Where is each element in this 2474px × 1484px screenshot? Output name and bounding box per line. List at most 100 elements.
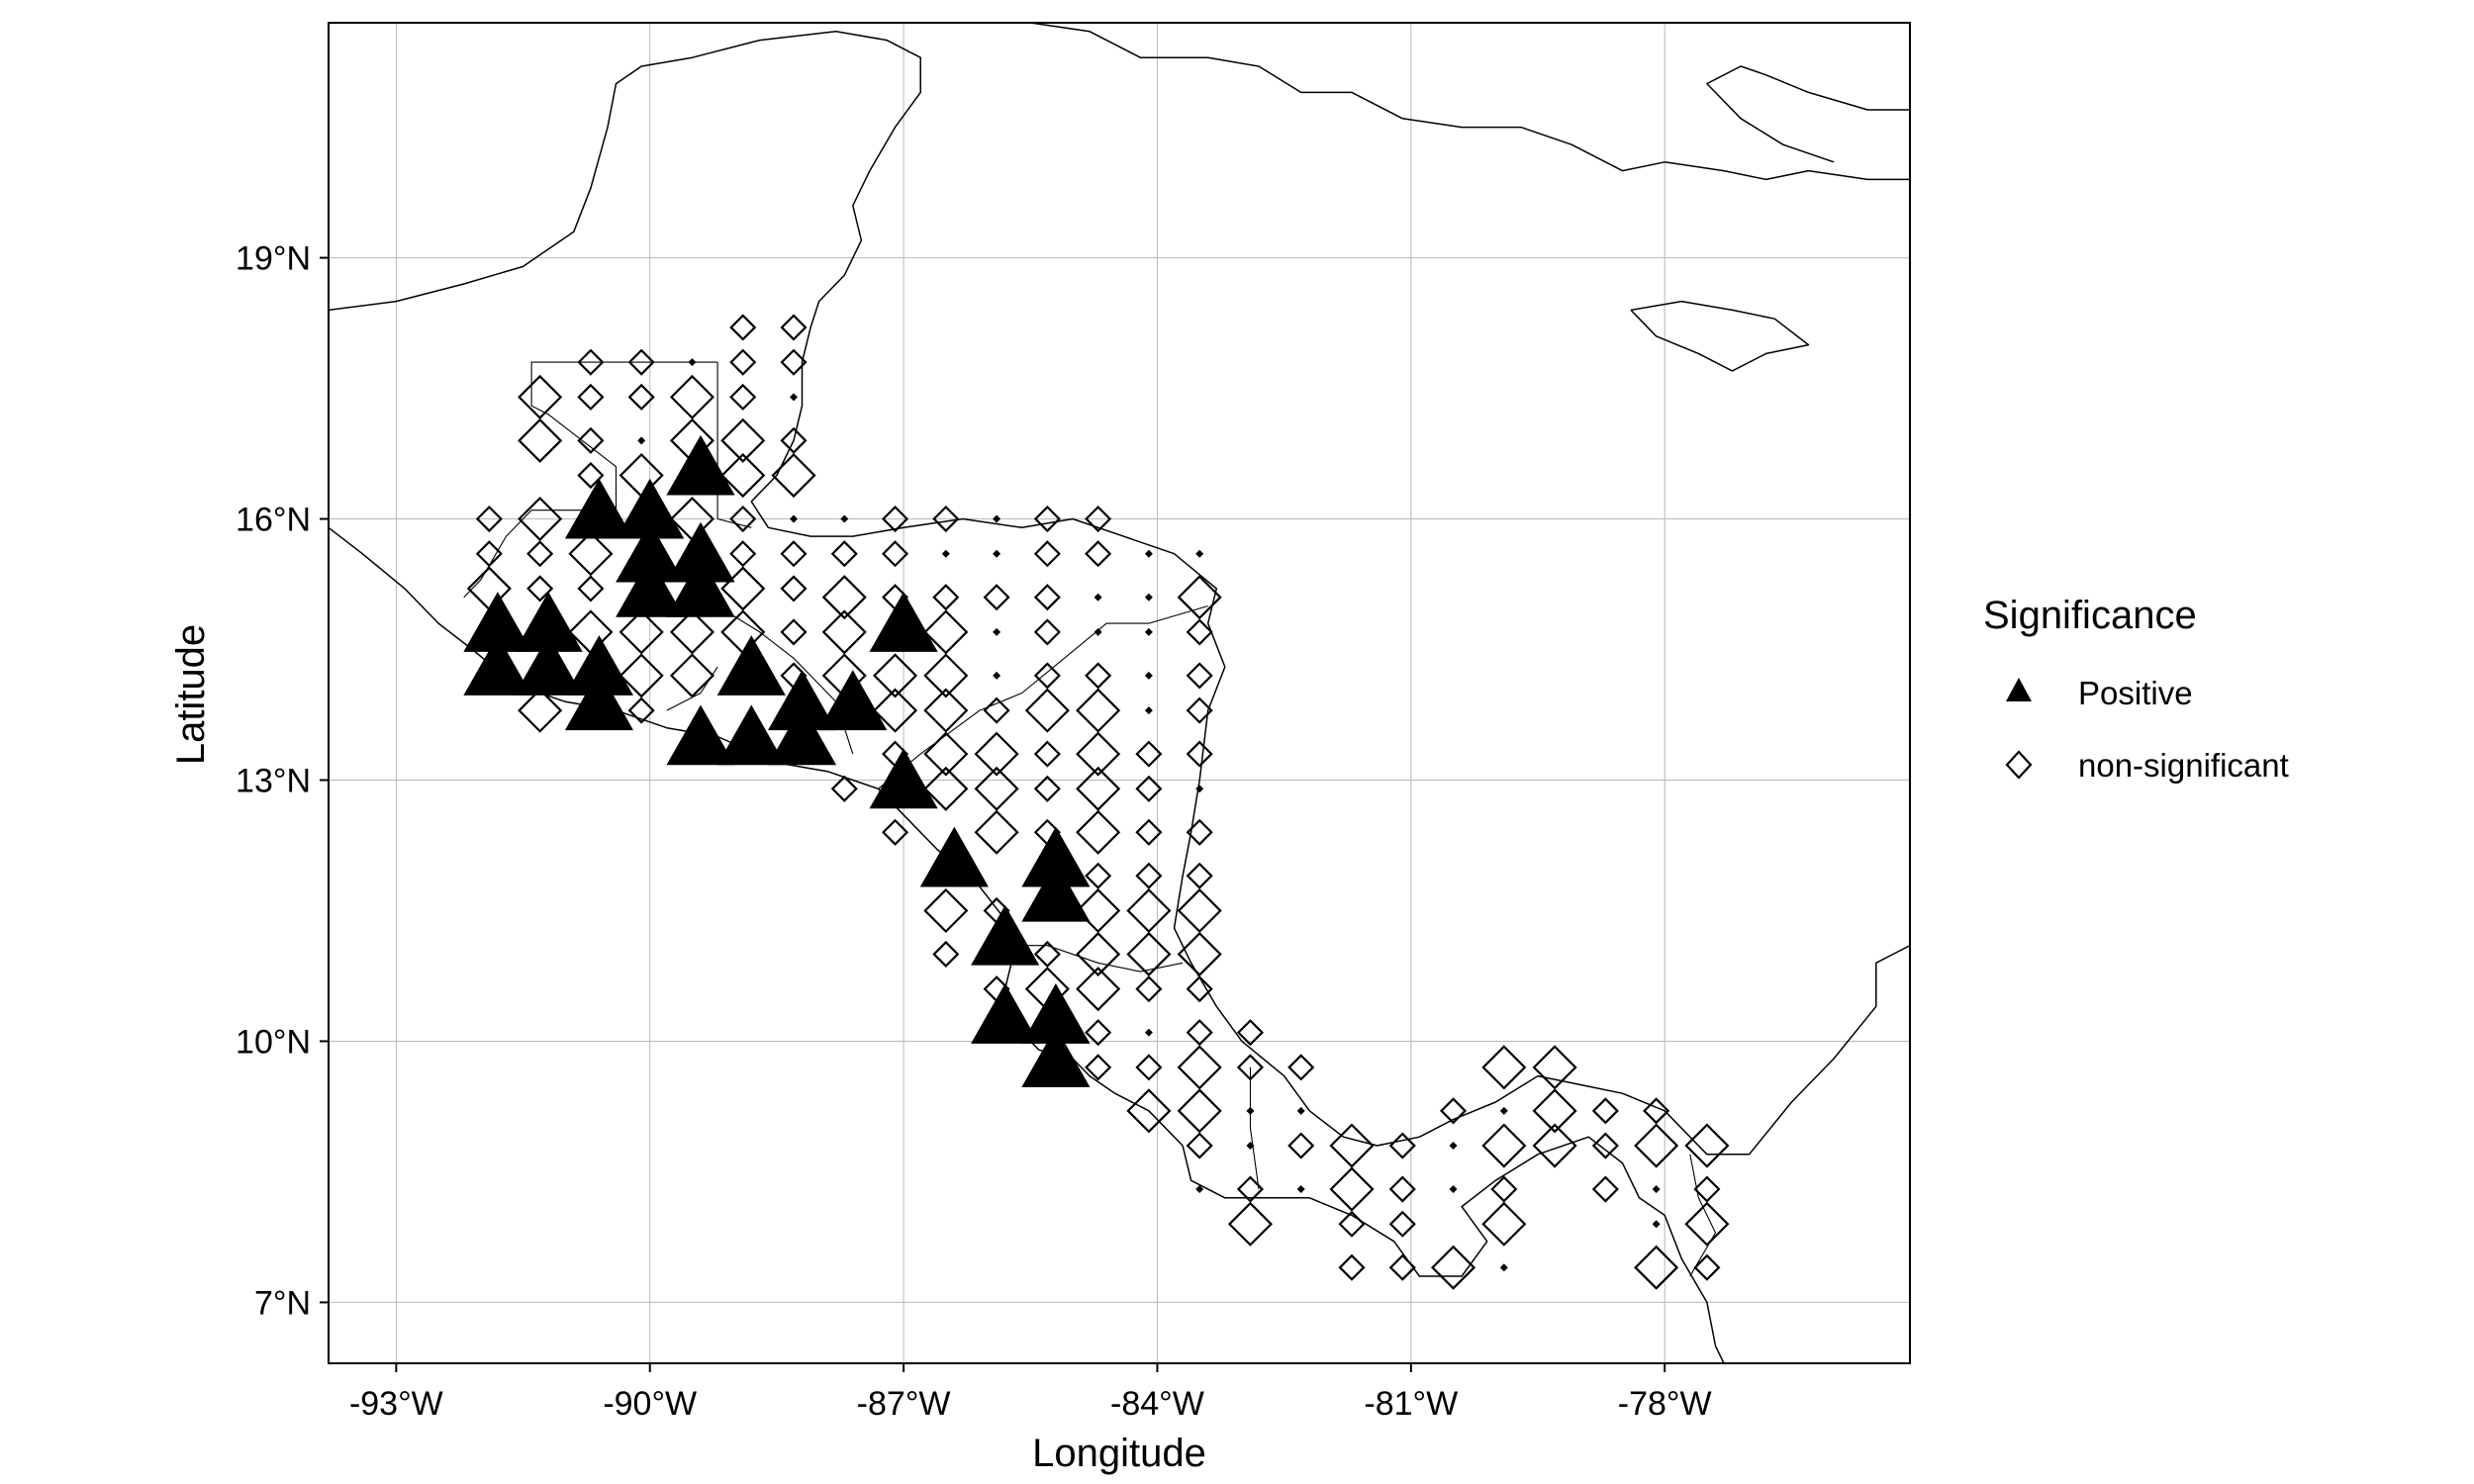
non-significant-point	[1033, 775, 1061, 802]
non-significant-point	[993, 549, 1001, 558]
non-significant-point	[627, 696, 655, 724]
non-significant-point	[1236, 1175, 1265, 1203]
non-significant-point	[1126, 887, 1172, 934]
positive-point	[666, 704, 735, 766]
x-tick-label: -87°W	[857, 1385, 951, 1423]
non-significant-point	[1177, 575, 1222, 620]
x-tick-label: -84°W	[1110, 1385, 1204, 1423]
positive-point	[514, 635, 583, 696]
country-border	[878, 604, 1208, 789]
non-significant-point	[1085, 1019, 1112, 1047]
non-significant-point	[577, 383, 605, 411]
non-significant-point	[669, 609, 715, 655]
non-significant-point	[1144, 593, 1153, 602]
non-significant-point	[1144, 671, 1153, 680]
non-significant-point	[1195, 549, 1204, 558]
non-significant-point	[974, 809, 1019, 855]
non-significant-point	[821, 609, 867, 655]
non-significant-point	[1499, 1263, 1508, 1272]
non-significant-point	[1338, 1210, 1366, 1238]
non-significant-point	[1186, 975, 1213, 1003]
non-significant-point	[1388, 1132, 1416, 1159]
non-significant-point	[881, 818, 909, 846]
non-significant-point	[993, 627, 1001, 636]
non-significant-point	[1033, 584, 1061, 611]
non-significant-point	[923, 731, 969, 777]
non-significant-point	[1094, 627, 1102, 636]
coastline	[329, 31, 1910, 1156]
positive-point	[971, 983, 1040, 1044]
non-significant-point	[1388, 1210, 1416, 1238]
non-significant-point	[872, 653, 918, 698]
non-significant-point	[830, 775, 858, 802]
legend-non-significant-symbol	[2005, 750, 2033, 780]
non-significant-point	[1388, 1253, 1416, 1281]
non-significant-point	[1499, 1106, 1508, 1115]
non-significant-point	[1296, 1106, 1305, 1115]
positive-point	[463, 592, 532, 652]
non-significant-point	[1481, 1045, 1527, 1090]
non-significant-point	[780, 575, 808, 603]
non-significant-point	[688, 358, 697, 367]
positive-point	[818, 670, 888, 731]
positive-points	[463, 434, 1091, 1087]
non-significant-point	[1186, 1019, 1213, 1047]
non-significant-point	[872, 688, 918, 733]
non-significant-point	[1085, 662, 1112, 690]
non-significant-point	[881, 540, 909, 568]
non-significant-point	[618, 609, 664, 655]
non-significant-point	[1144, 627, 1153, 636]
non-significant-point	[780, 348, 808, 376]
non-significant-point	[637, 436, 646, 445]
y-tick-label: 19°N	[236, 240, 311, 278]
non-significant-point	[923, 887, 969, 934]
non-significant-point	[821, 575, 867, 620]
non-significant-point	[1490, 1175, 1518, 1203]
non-significant-point	[1532, 1045, 1577, 1090]
non-significant-point	[720, 417, 766, 463]
x-axis-title: Longitude	[1032, 1432, 1206, 1475]
non-significant-point	[669, 653, 715, 698]
non-significant-point	[1449, 1185, 1458, 1194]
non-significant-point	[974, 731, 1019, 777]
non-significant-point	[881, 505, 909, 533]
non-significant-point	[1195, 1185, 1204, 1194]
non-significant-point	[1634, 1123, 1679, 1168]
non-significant-point	[627, 348, 655, 376]
positive-point	[666, 434, 735, 496]
non-significant-point	[1329, 1166, 1375, 1212]
non-significant-point	[729, 348, 757, 376]
non-significant-point	[1591, 1175, 1619, 1203]
non-significant-point	[1439, 1097, 1468, 1125]
non-significant-point	[1177, 1045, 1222, 1090]
non-significant-point	[923, 766, 969, 811]
non-significant-point	[526, 540, 554, 568]
positive-point	[971, 904, 1040, 966]
non-significant-point	[1076, 931, 1121, 977]
non-significant-point	[1186, 862, 1213, 889]
non-significant-point	[1186, 1132, 1213, 1159]
non-significant-point	[1591, 1097, 1619, 1125]
country-border	[463, 510, 532, 599]
non-significant-point	[669, 374, 715, 419]
country-border	[716, 362, 752, 528]
legend-title: Significance	[1983, 594, 2197, 637]
positive-point	[869, 748, 938, 809]
non-significant-point	[577, 426, 605, 454]
non-significant-point	[1033, 740, 1061, 768]
non-significant-point	[1481, 1123, 1527, 1168]
coastline	[1030, 23, 1910, 181]
positive-point	[616, 556, 685, 617]
non-significant-point	[1186, 818, 1213, 846]
non-significant-point	[780, 540, 808, 568]
non-significant-point	[1135, 1054, 1163, 1081]
non-significant-point	[780, 314, 808, 341]
non-significant-point	[932, 584, 960, 611]
non-significant-point	[1449, 1142, 1458, 1151]
non-significant-point	[1684, 1201, 1730, 1247]
non-significant-point	[1329, 1123, 1375, 1168]
non-significant-point	[1643, 1097, 1670, 1125]
non-significant-point	[518, 688, 563, 733]
non-significant-point	[1227, 1201, 1274, 1247]
